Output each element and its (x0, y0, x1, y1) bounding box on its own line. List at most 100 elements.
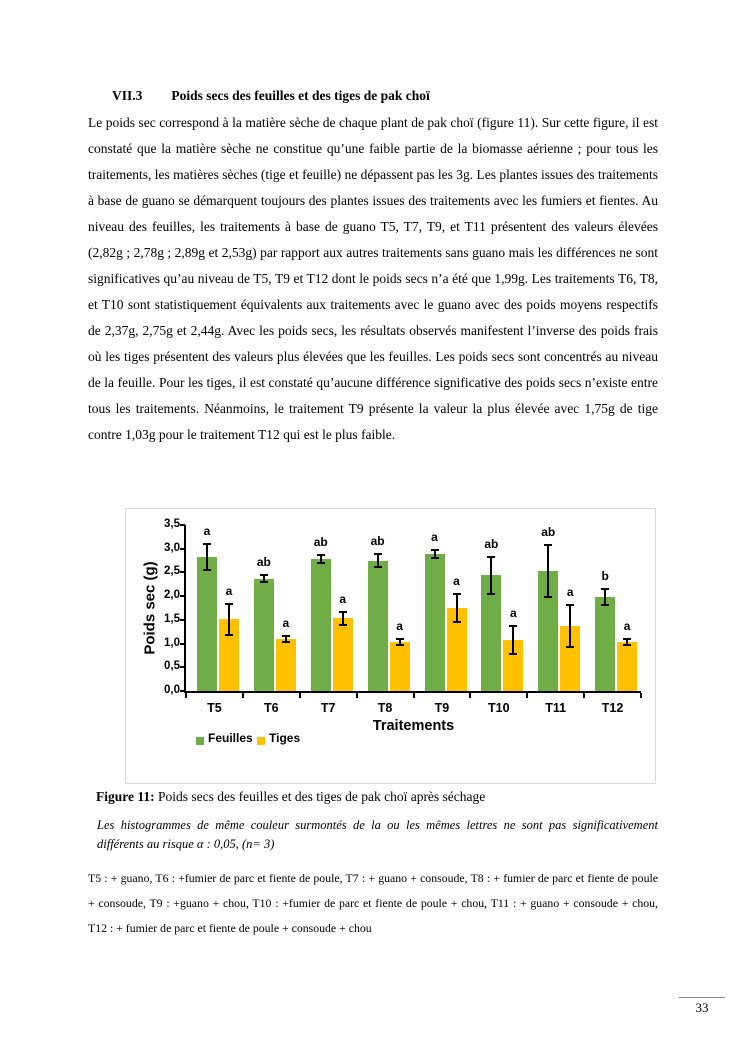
letter-feuilles-T5: a (203, 524, 211, 539)
x-tick-label-T6: T6 (264, 701, 279, 715)
bar-tiges-T8 (389, 641, 410, 691)
x-tick-label-T10: T10 (488, 701, 510, 715)
bar-tiges-T12 (617, 642, 638, 691)
y-tick-mark (180, 547, 185, 550)
error-bar-feuilles-T10 (490, 556, 493, 594)
treatments-footnote: T5 : + guano, T6 : +fumier de parc et fi… (88, 871, 658, 935)
error-bar-cap-top (452, 593, 461, 596)
y-tick-mark (180, 618, 185, 621)
y-tick-label: 1,0 (164, 636, 180, 649)
error-bar-cap-bottom (452, 620, 461, 623)
letter-tiges-T6: a (282, 615, 290, 630)
x-tick-label-T11: T11 (545, 701, 567, 715)
error-bar-feuilles-T11 (547, 544, 550, 598)
body-paragraph: Le poids sec correspond à la matière sèc… (88, 115, 658, 442)
y-tick-label: 0,5 (164, 660, 180, 673)
error-bar-tiges-T8 (398, 638, 401, 645)
error-bar-cap-bottom (509, 652, 518, 655)
y-tick-mark (180, 666, 185, 669)
page-number: 33 (695, 1000, 709, 1015)
error-bar-feuilles-T8 (376, 553, 379, 568)
x-tick-mark (185, 693, 187, 698)
bar-tiges-T11 (560, 626, 581, 691)
y-axis (184, 525, 186, 691)
error-bar-cap-bottom (430, 556, 439, 559)
significance-note: Les histogrammes de même couleur surmont… (97, 818, 658, 851)
letter-feuilles-T11: ab (541, 524, 556, 539)
letter-tiges-T11: a (566, 584, 574, 599)
x-tick-mark (355, 693, 358, 698)
figure-caption-text: Poids secs des feuilles et des tiges de … (154, 789, 486, 804)
legend-swatch-tiges (257, 737, 265, 745)
error-bar-cap-bottom (566, 646, 575, 649)
error-bar-cap-bottom (487, 592, 496, 595)
error-bar-cap-bottom (395, 643, 404, 646)
y-tick-mark (180, 595, 185, 598)
x-tick-label-T9: T9 (434, 701, 450, 715)
letter-tiges-T7: a (339, 591, 347, 606)
error-bar-cap-top (395, 637, 404, 640)
x-tick-label-T7: T7 (320, 701, 336, 715)
letter-feuilles-T9: a (431, 530, 438, 545)
error-bar-cap-bottom (601, 603, 610, 606)
bar-tiges-T10 (503, 639, 524, 691)
error-bar-cap-top (316, 553, 325, 556)
letter-tiges-T12: a (623, 619, 631, 634)
legend-swatch-feuilles (196, 737, 204, 745)
error-bar-cap-top (566, 603, 575, 606)
error-bar-cap-top (225, 602, 233, 605)
bar-feuilles-T7 (310, 559, 331, 691)
bar-tiges-T7 (332, 618, 353, 691)
letter-feuilles-T6: ab (256, 554, 271, 569)
x-tick-mark (412, 693, 415, 698)
x-axis-title: Traitements (372, 718, 455, 734)
bar-feuilles-T8 (367, 560, 388, 691)
bar-tiges-T6 (275, 638, 296, 691)
error-bar-feuilles-T6 (262, 574, 265, 582)
letter-feuilles-T7: ab (313, 534, 328, 549)
y-tick-label: 3,0 (164, 541, 180, 554)
error-bar-feuilles-T7 (319, 554, 322, 564)
error-bar-feuilles-T9 (433, 550, 436, 558)
footer-rule (679, 997, 725, 998)
bar-feuilles-T9 (424, 553, 445, 691)
error-bar-feuilles-T12 (604, 588, 607, 605)
error-bar-cap-bottom (281, 641, 290, 644)
error-bar-cap-top (509, 625, 518, 628)
y-tick-label: 3,5 (164, 518, 180, 530)
error-bar-cap-bottom (544, 596, 553, 599)
x-tick-mark (298, 693, 301, 698)
error-bar-cap-top (259, 573, 268, 576)
error-bar-tiges-T9 (455, 594, 458, 622)
error-bar-cap-bottom (338, 624, 347, 627)
section-number: VII.3 (112, 88, 143, 103)
bar-feuilles-T12 (595, 596, 616, 691)
figure-11-chart: Poids sec (g) 0,0 0,5 1,0 1,5 2,0 2,5 3,0 3,5 a a T… (125, 508, 656, 784)
x-tick-label-T12: T12 (601, 701, 624, 715)
y-tick-label: 2,5 (164, 565, 180, 578)
error-bar-tiges-T12 (626, 639, 629, 645)
letter-feuilles-T8: ab (370, 533, 385, 548)
error-bar-cap-bottom (259, 580, 268, 583)
error-bar-cap-top (430, 549, 439, 552)
section-title: Poids secs des feuilles et des tiges de … (171, 88, 430, 103)
error-bar-cap-top (203, 543, 211, 546)
section-heading: VII.3 Poids secs des feuilles et des tige… (112, 88, 672, 104)
x-tick-label-T8: T8 (377, 701, 393, 715)
letter-tiges-T10: a (510, 606, 517, 621)
bar-tiges-T9 (446, 608, 467, 691)
x-tick-label-T5: T5 (207, 701, 222, 715)
bar-feuilles-T11 (538, 571, 559, 691)
error-bar-tiges-T6 (284, 635, 287, 643)
error-bar-cap-top (281, 634, 290, 637)
bar-feuilles-T10 (481, 575, 502, 691)
letter-feuilles-T10: ab (484, 536, 499, 551)
error-bar-cap-top (338, 610, 347, 613)
error-bar-cap-bottom (225, 634, 233, 637)
error-bar-tiges-T5 (228, 603, 230, 636)
error-bar-cap-bottom (373, 566, 382, 569)
legend-label-tiges: Tiges (269, 731, 301, 745)
y-tick-mark (180, 690, 185, 692)
error-bar-cap-top (601, 587, 610, 590)
error-bar-cap-top (623, 638, 632, 641)
